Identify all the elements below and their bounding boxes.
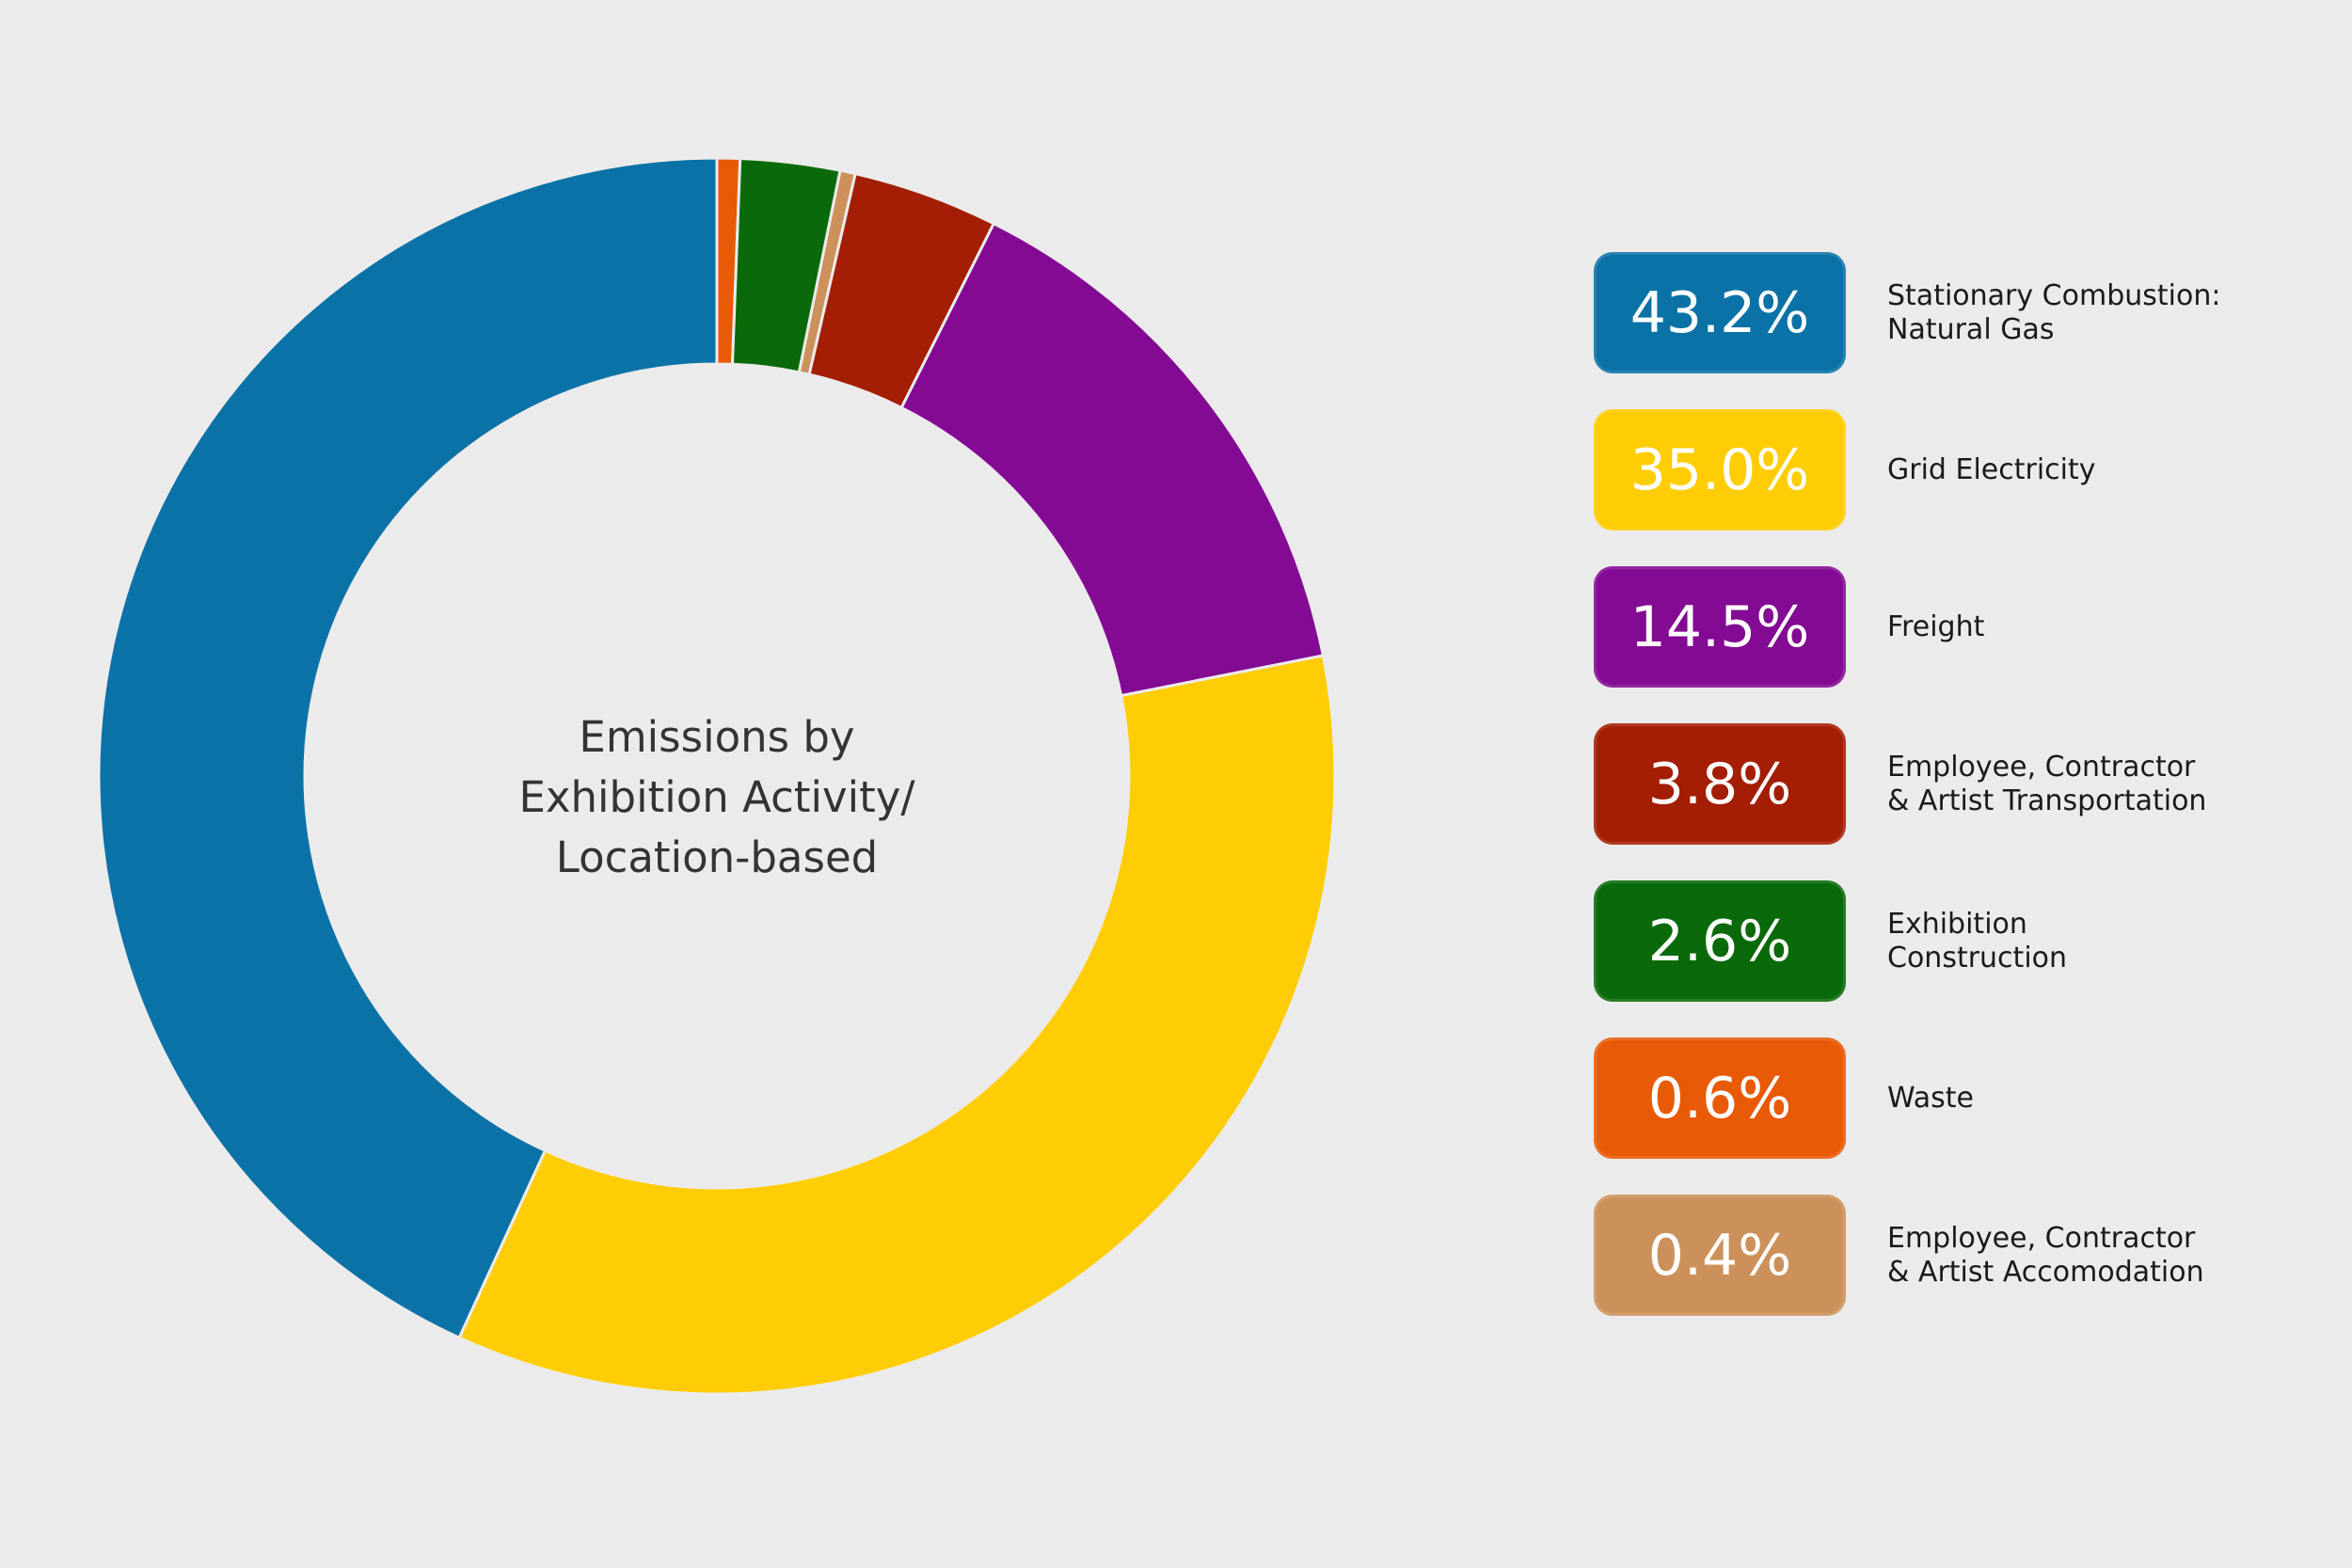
legend-value-badge: 14.5% bbox=[1594, 566, 1846, 688]
legend-item-transportation: 3.8% Employee, Contractor & Artist Trans… bbox=[1594, 723, 2328, 845]
legend-item-natural-gas: 43.2% Stationary Combustion: Natural Gas bbox=[1594, 252, 2328, 373]
legend-item-freight: 14.5% Freight bbox=[1594, 566, 2328, 688]
legend-label-line: Construction bbox=[1887, 941, 2068, 974]
legend-label: Employee, Contractor & Artist Accomodati… bbox=[1887, 1195, 2329, 1316]
legend-value-badge: 43.2% bbox=[1594, 252, 1846, 373]
legend-label-line: Freight bbox=[1887, 610, 1985, 643]
chart-title-line: Exhibition Activity/ bbox=[518, 772, 915, 822]
legend-label: Exhibition Construction bbox=[1887, 880, 2329, 1002]
chart-title: Emissions by Exhibition Activity/ Locati… bbox=[411, 707, 1023, 888]
legend-value-badge: 2.6% bbox=[1594, 880, 1846, 1002]
legend-label: Stationary Combustion: Natural Gas bbox=[1887, 252, 2329, 373]
legend-item-accomodation: 0.4% Employee, Contractor & Artist Accom… bbox=[1594, 1195, 2328, 1316]
chart-title-line: Emissions by bbox=[579, 712, 855, 762]
legend-value-badge: 0.6% bbox=[1594, 1037, 1846, 1159]
legend-label-line: Employee, Contractor bbox=[1887, 750, 2196, 784]
legend-label-line: Natural Gas bbox=[1887, 312, 2055, 346]
legend-value-badge: 35.0% bbox=[1594, 409, 1846, 531]
legend-label-line: Waste bbox=[1887, 1081, 1974, 1115]
donut-chart bbox=[97, 156, 1337, 1396]
legend-item-waste: 0.6% Waste bbox=[1594, 1037, 2328, 1159]
legend-label-line: Stationary Combustion: bbox=[1887, 278, 2221, 312]
donut-slice-grid-electricity bbox=[457, 654, 1337, 1396]
legend-label-line: Exhibition bbox=[1887, 907, 2027, 941]
legend-value-badge: 0.4% bbox=[1594, 1195, 1846, 1316]
legend-value-badge: 3.8% bbox=[1594, 723, 1846, 845]
donut-slice-freight bbox=[899, 221, 1326, 698]
chart-title-line: Location-based bbox=[555, 832, 879, 882]
legend-label-line: Grid Electricity bbox=[1887, 452, 2096, 486]
legend-label: Grid Electricity bbox=[1887, 409, 2329, 531]
legend-label: Freight bbox=[1887, 566, 2329, 688]
legend-label: Employee, Contractor & Artist Transporta… bbox=[1887, 723, 2329, 845]
legend-label: Waste bbox=[1887, 1037, 2329, 1159]
legend-label-line: Employee, Contractor bbox=[1887, 1221, 2196, 1255]
legend-item-grid-electricity: 35.0% Grid Electricity bbox=[1594, 409, 2328, 531]
legend-item-exhibition-construction: 2.6% Exhibition Construction bbox=[1594, 880, 2328, 1002]
donut-slice-stationary-combustion-natural-gas bbox=[97, 156, 719, 1340]
legend-label-line: & Artist Transportation bbox=[1887, 784, 2207, 817]
legend-label-line: & Artist Accomodation bbox=[1887, 1255, 2204, 1289]
chart-legend: 43.2% Stationary Combustion: Natural Gas… bbox=[1594, 252, 2328, 1352]
